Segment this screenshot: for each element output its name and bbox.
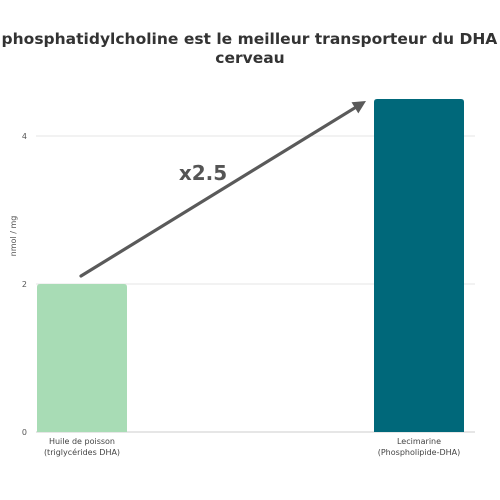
y-tick-label-2: 2 bbox=[22, 280, 27, 289]
bar-lecimarine bbox=[374, 99, 464, 432]
y-tick-label-0: 0 bbox=[22, 428, 27, 437]
x-category-label-1-line-1: Lecimarine bbox=[397, 437, 441, 446]
annotation-arrow-head bbox=[351, 101, 366, 114]
y-tick-label-4: 4 bbox=[22, 132, 27, 141]
bar-huile-de-poisson bbox=[37, 284, 127, 432]
x-category-label-0-line-1: Huile de poisson bbox=[49, 437, 115, 446]
x-category-label-1-line-2: (Phospholipide-DHA) bbox=[378, 448, 461, 457]
x-category-label-0-line-2: (triglycérides DHA) bbox=[44, 447, 120, 457]
y-axis-label: nmol / mg bbox=[9, 216, 18, 257]
chart-title-line-1: La phosphatidylcholine est le meilleur t… bbox=[0, 30, 500, 48]
annotation-arrow-line bbox=[79, 106, 357, 278]
annotation-label: x2.5 bbox=[179, 161, 227, 185]
chart-title-line-2: cerveau bbox=[215, 49, 284, 67]
